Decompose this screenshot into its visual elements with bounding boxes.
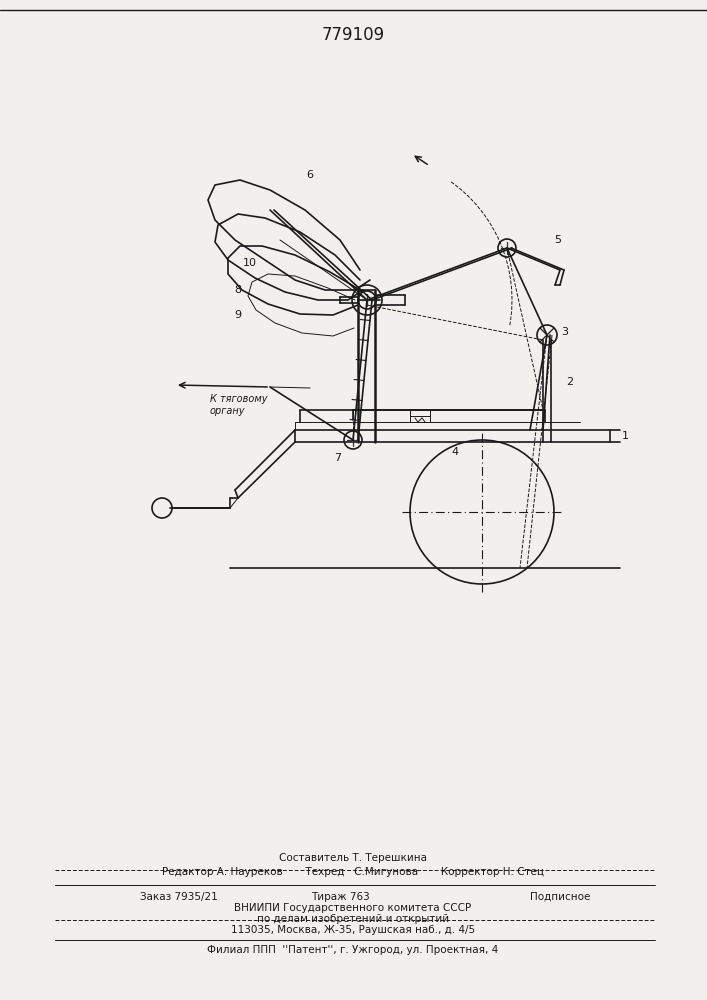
Text: 9: 9 — [235, 310, 242, 320]
Text: 6: 6 — [307, 170, 313, 180]
Text: Тираж 763: Тираж 763 — [310, 892, 369, 902]
Text: Заказ 7935/21: Заказ 7935/21 — [140, 892, 218, 902]
Text: 3: 3 — [561, 327, 568, 337]
Text: 4: 4 — [452, 447, 459, 457]
Text: Подписное: Подписное — [530, 892, 590, 902]
Text: 8: 8 — [235, 285, 242, 295]
Text: 7: 7 — [334, 453, 341, 463]
Text: ВНИИПИ Государственного комитета СССР: ВНИИПИ Государственного комитета СССР — [235, 903, 472, 913]
Text: 10: 10 — [243, 258, 257, 268]
Text: К тяговому
органу: К тяговому органу — [210, 394, 267, 416]
Text: по делам изобретений и открытий: по делам изобретений и открытий — [257, 914, 449, 924]
Text: 779109: 779109 — [322, 26, 385, 44]
Text: 113035, Москва, Ж-35, Раушская наб., д. 4/5: 113035, Москва, Ж-35, Раушская наб., д. … — [231, 925, 475, 935]
Text: Составитель Т. Терешкина: Составитель Т. Терешкина — [279, 853, 427, 863]
Text: 2: 2 — [566, 377, 573, 387]
Text: Редактор А. Науреков       Техред   С.Мигунова       Корректор Н. Стец: Редактор А. Науреков Техред С.Мигунова К… — [162, 867, 544, 877]
Text: Филиал ППП  ''Патент'', г. Ужгород, ул. Проектная, 4: Филиал ППП ''Патент'', г. Ужгород, ул. П… — [207, 945, 498, 955]
Text: 5: 5 — [554, 235, 561, 245]
Text: 1: 1 — [621, 431, 629, 441]
